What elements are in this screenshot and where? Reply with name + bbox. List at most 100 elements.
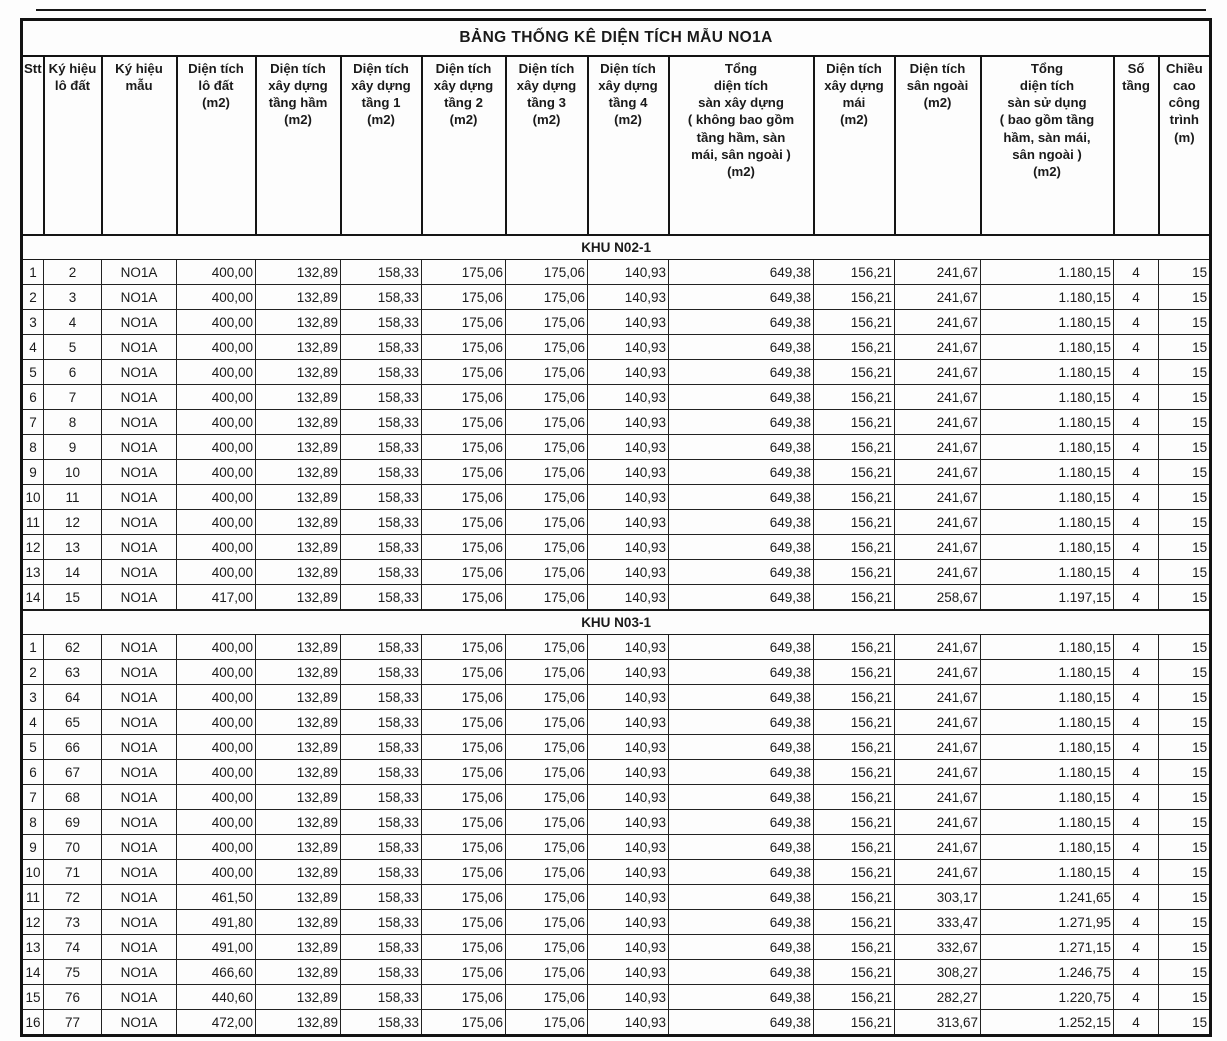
cell-dt-xd-tang-4: 140,93 [587, 709, 669, 735]
cell-dt-xd-tang-2: 175,06 [421, 534, 506, 560]
cell-dt-san-ngoai: 241,67 [894, 459, 981, 485]
cell-dt-xd-tang-3: 175,06 [505, 334, 588, 360]
cell-chieu-cao-cong-trinh: 15 [1157, 309, 1212, 335]
cell-ky-hieu-mau: NO1A [101, 734, 177, 760]
cell-dt-xd-tang-ham: 132,89 [255, 309, 341, 335]
cell-dt-xd-tang-2: 175,06 [421, 284, 506, 310]
cell-dt-xd-tang-1: 158,33 [340, 459, 422, 485]
cell-dien-tich-lo-dat: 417,00 [176, 584, 256, 611]
cell-chieu-cao-cong-trinh: 15 [1157, 259, 1212, 285]
cell-dt-xd-tang-1: 158,33 [340, 409, 422, 435]
cell-dt-xd-tang-1: 158,33 [340, 434, 422, 460]
cell-dt-xd-tang-1: 158,33 [340, 659, 422, 685]
cell-stt: 4 [21, 709, 44, 735]
title-row: BẢNG THỐNG KÊ DIỆN TÍCH MẪU NO1A [20, 18, 1212, 57]
table-row: 1 62 NO1A 400,00 132,89 158,33 175,06 175,06 140… [21, 634, 1212, 660]
cell-dt-xd-tang-4: 140,93 [587, 359, 669, 385]
table-row: 10 11 NO1A 400,00 132,89 158,33 175,06 175,06 14… [21, 484, 1212, 510]
cell-dien-tich-lo-dat: 400,00 [176, 334, 256, 360]
cell-dt-xd-tang-3: 175,06 [505, 284, 588, 310]
cell-chieu-cao-cong-trinh: 15 [1157, 359, 1212, 385]
cell-dien-tich-lo-dat: 400,00 [176, 284, 256, 310]
cell-dt-xd-tang-1: 158,33 [340, 909, 422, 935]
cell-stt: 10 [21, 484, 44, 510]
table-row: 4 65 NO1A 400,00 132,89 158,33 175,06 175,06 140… [21, 709, 1212, 735]
cell-dt-xd-tang-4: 140,93 [587, 859, 669, 885]
cell-ky-hieu-mau: NO1A [101, 309, 177, 335]
cell-dien-tich-lo-dat: 400,00 [176, 259, 256, 285]
column-header-dt-xd-tang-3: Diện tích xây dựng tầng 3 (m2) [504, 55, 589, 236]
cell-dien-tich-lo-dat: 466,60 [176, 959, 256, 985]
cell-stt: 5 [21, 359, 44, 385]
cell-dt-san-ngoai: 241,67 [894, 484, 981, 510]
cell-dt-xd-mai: 156,21 [813, 534, 895, 560]
cell-so-tang: 4 [1113, 259, 1159, 285]
cell-ky-hieu-mau: NO1A [101, 859, 177, 885]
cell-tong-dt-san-xay-dung: 649,38 [668, 584, 814, 611]
table-row: 2 63 NO1A 400,00 132,89 158,33 175,06 175,06 140… [21, 659, 1212, 685]
cell-stt: 3 [21, 684, 44, 710]
cell-dt-xd-mai: 156,21 [813, 659, 895, 685]
cell-so-tang: 4 [1113, 759, 1159, 785]
cell-dt-xd-mai: 156,21 [813, 584, 895, 611]
cell-tong-dt-san-xay-dung: 649,38 [668, 434, 814, 460]
cell-dt-san-ngoai: 241,67 [894, 634, 981, 660]
cell-so-tang: 4 [1113, 384, 1159, 410]
cell-dt-xd-tang-4: 140,93 [587, 334, 669, 360]
cell-dt-xd-tang-3: 175,06 [505, 859, 588, 885]
cell-dt-xd-tang-2: 175,06 [421, 1009, 506, 1036]
section-header-row: KHU N02-1 [21, 234, 1211, 260]
cell-dt-xd-tang-3: 175,06 [505, 959, 588, 985]
cell-tong-dt-san-xay-dung: 649,38 [668, 709, 814, 735]
cell-dt-xd-tang-2: 175,06 [421, 384, 506, 410]
cell-so-tang: 4 [1113, 534, 1159, 560]
table-row: 6 7 NO1A 400,00 132,89 158,33 175,06 175,06 140,… [21, 384, 1212, 410]
cell-dt-xd-tang-3: 175,06 [505, 384, 588, 410]
cell-dt-san-ngoai: 241,67 [894, 834, 981, 860]
column-header-tong-dt-san-xay-dung: Tổng diện tích sàn xây dựng ( không bao … [667, 55, 815, 236]
cell-dt-xd-tang-3: 175,06 [505, 909, 588, 935]
cell-tong-dt-san-xay-dung: 649,38 [668, 259, 814, 285]
cell-tong-dt-san-xay-dung: 649,38 [668, 759, 814, 785]
cell-dt-xd-tang-3: 175,06 [505, 734, 588, 760]
cell-dt-xd-tang-4: 140,93 [587, 259, 669, 285]
cell-chieu-cao-cong-trinh: 15 [1157, 684, 1212, 710]
cell-dt-xd-mai: 156,21 [813, 334, 895, 360]
cell-dt-xd-tang-1: 158,33 [340, 984, 422, 1010]
cell-tong-dt-san-xay-dung: 649,38 [668, 284, 814, 310]
cell-dien-tich-lo-dat: 400,00 [176, 484, 256, 510]
cell-dien-tich-lo-dat: 400,00 [176, 684, 256, 710]
cell-ky-hieu-mau: NO1A [101, 809, 177, 835]
cell-stt: 16 [21, 1009, 44, 1036]
cell-dt-xd-tang-ham: 132,89 [255, 934, 341, 960]
cell-so-tang: 4 [1113, 659, 1159, 685]
cell-dt-xd-tang-2: 175,06 [421, 984, 506, 1010]
cell-dt-xd-tang-ham: 132,89 [255, 584, 341, 611]
cell-dt-xd-tang-1: 158,33 [340, 384, 422, 410]
cell-dien-tich-lo-dat: 400,00 [176, 659, 256, 685]
cell-dt-san-ngoai: 241,67 [894, 359, 981, 385]
cell-dt-xd-tang-ham: 132,89 [255, 284, 341, 310]
cell-tong-dt-san-xay-dung: 649,38 [668, 659, 814, 685]
cell-ky-hieu-mau: NO1A [101, 959, 177, 985]
cell-ky-hieu-lo-dat: 12 [43, 509, 102, 535]
cell-tong-dt-san-xay-dung: 649,38 [668, 784, 814, 810]
column-header-row: Stt Ký hiệu lô đất Ký hiệu mẫu Diện tích… [20, 55, 1212, 236]
column-header-dt-xd-tang-ham: Diện tích xây dựng tầng hầm (m2) [254, 55, 342, 236]
cell-ky-hieu-mau: NO1A [101, 909, 177, 935]
cell-dien-tich-lo-dat: 400,00 [176, 734, 256, 760]
cell-dien-tich-lo-dat: 491,00 [176, 934, 256, 960]
cell-dt-xd-tang-3: 175,06 [505, 584, 588, 611]
cell-chieu-cao-cong-trinh: 15 [1157, 859, 1212, 885]
table-body: KHU N02-1 1 2 NO1A 400,00 132,89 158,33 175,06 1… [21, 234, 1212, 1036]
cell-dt-xd-tang-4: 140,93 [587, 759, 669, 785]
cell-so-tang: 4 [1113, 284, 1159, 310]
cell-so-tang: 4 [1113, 584, 1159, 611]
table-row: 14 15 NO1A 417,00 132,89 158,33 175,06 175,06 14… [21, 584, 1212, 611]
cell-dt-xd-tang-ham: 132,89 [255, 959, 341, 985]
cell-dt-xd-tang-1: 158,33 [340, 784, 422, 810]
cell-dt-xd-tang-1: 158,33 [340, 484, 422, 510]
cell-chieu-cao-cong-trinh: 15 [1157, 709, 1212, 735]
cell-dt-xd-tang-ham: 132,89 [255, 484, 341, 510]
cell-ky-hieu-mau: NO1A [101, 709, 177, 735]
